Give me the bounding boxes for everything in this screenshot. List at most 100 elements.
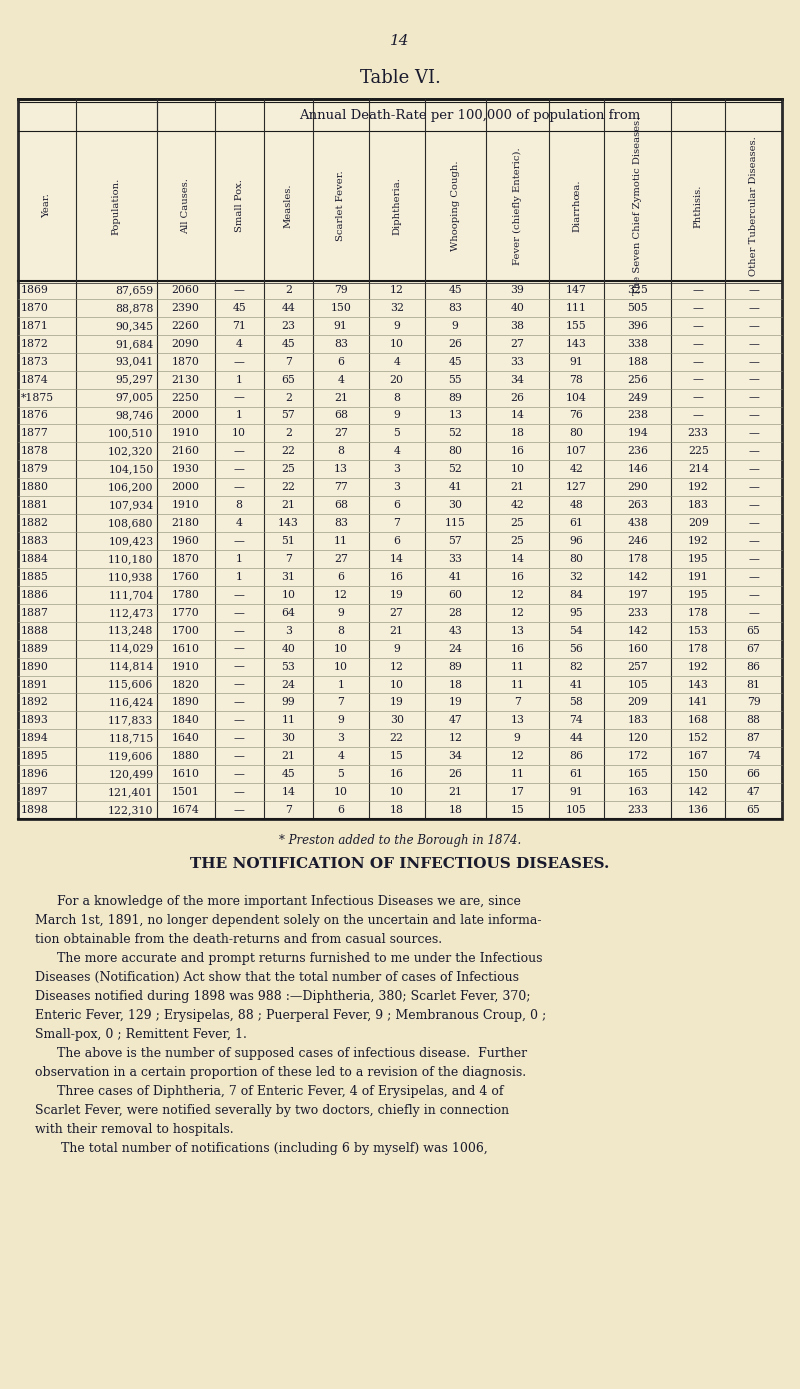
Bar [18, 765, 782, 783]
Text: 2390: 2390 [172, 303, 199, 313]
Text: 1870: 1870 [172, 554, 199, 564]
Text: 80: 80 [570, 428, 583, 439]
Text: 1878: 1878 [21, 446, 49, 457]
Text: 7: 7 [285, 554, 292, 564]
Text: 9: 9 [394, 643, 400, 654]
Text: —: — [234, 733, 245, 743]
Text: 7: 7 [338, 697, 344, 707]
Bar [18, 675, 782, 693]
Text: 150: 150 [688, 770, 709, 779]
Text: 4: 4 [338, 751, 344, 761]
Text: The Seven Chief Zymotic Diseases.: The Seven Chief Zymotic Diseases. [634, 117, 642, 294]
Bar [18, 443, 782, 460]
Text: 233: 233 [627, 806, 649, 815]
Text: 1882: 1882 [21, 518, 49, 528]
Text: 52: 52 [448, 464, 462, 474]
Text: 79: 79 [334, 285, 348, 294]
Text: 42: 42 [570, 464, 583, 474]
Text: —: — [748, 500, 759, 510]
Text: 10: 10 [390, 679, 404, 689]
Text: Enteric Fever, 129 ; Erysipelas, 88 ; Puerperal Fever, 9 ; Membranous Croup, 0 ;: Enteric Fever, 129 ; Erysipelas, 88 ; Pu… [35, 1008, 546, 1022]
Text: 142: 142 [627, 572, 648, 582]
Text: 142: 142 [627, 625, 648, 636]
Text: 10: 10 [334, 661, 348, 671]
Text: 122,310: 122,310 [108, 806, 154, 815]
Text: 65: 65 [746, 806, 761, 815]
Text: —: — [748, 357, 759, 367]
Text: 1876: 1876 [21, 411, 49, 421]
Text: Small Pox.: Small Pox. [234, 179, 244, 232]
Text: 91: 91 [570, 357, 583, 367]
Text: —: — [748, 303, 759, 313]
Text: 233: 233 [627, 608, 649, 618]
Text: 58: 58 [570, 697, 583, 707]
Bar [18, 657, 782, 675]
Text: —: — [234, 464, 245, 474]
Text: 87,659: 87,659 [115, 285, 154, 294]
Text: 168: 168 [688, 715, 709, 725]
Text: For a knowledge of the more important Infectious Diseases we are, since: For a knowledge of the more important In… [57, 895, 521, 908]
Text: 1897: 1897 [21, 788, 49, 797]
Text: Fever (chiefly Enteric).: Fever (chiefly Enteric). [513, 147, 522, 265]
Text: 24: 24 [448, 643, 462, 654]
Text: Table VI.: Table VI. [359, 69, 441, 88]
Text: 41: 41 [448, 482, 462, 492]
Text: 19: 19 [390, 697, 403, 707]
Text: 165: 165 [627, 770, 648, 779]
Text: 3: 3 [393, 464, 400, 474]
Text: 68: 68 [334, 500, 348, 510]
Bar [18, 604, 782, 622]
Text: —: — [748, 339, 759, 349]
Text: —: — [748, 464, 759, 474]
Text: 1: 1 [236, 572, 242, 582]
Text: 1: 1 [236, 375, 242, 385]
Text: 83: 83 [334, 339, 348, 349]
Bar [18, 711, 782, 729]
Text: 27: 27 [334, 428, 348, 439]
Text: —: — [748, 285, 759, 294]
Text: 1879: 1879 [21, 464, 49, 474]
Text: 1883: 1883 [21, 536, 49, 546]
Text: 1893: 1893 [21, 715, 49, 725]
Text: 178: 178 [688, 608, 709, 618]
Text: —: — [748, 375, 759, 385]
Bar [18, 460, 782, 478]
Bar [18, 532, 782, 550]
Text: 71: 71 [232, 321, 246, 331]
Text: Diseases (Notification) Act show that the total number of cases of Infectious: Diseases (Notification) Act show that th… [35, 971, 519, 983]
Text: 10: 10 [510, 464, 524, 474]
Text: 1890: 1890 [21, 661, 49, 671]
Text: 16: 16 [390, 770, 404, 779]
Text: 105: 105 [627, 679, 648, 689]
Text: —: — [748, 411, 759, 421]
Text: 26: 26 [510, 393, 524, 403]
Text: 1610: 1610 [171, 643, 199, 654]
Text: —: — [234, 679, 245, 689]
Text: 76: 76 [570, 411, 583, 421]
Text: 1890: 1890 [172, 697, 199, 707]
Text: 68: 68 [334, 411, 348, 421]
Text: 91,684: 91,684 [115, 339, 154, 349]
Text: 42: 42 [510, 500, 524, 510]
Text: 32: 32 [570, 572, 583, 582]
Text: 147: 147 [566, 285, 587, 294]
Text: 79: 79 [746, 697, 760, 707]
Text: 505: 505 [627, 303, 648, 313]
Text: 11: 11 [510, 770, 524, 779]
Text: 2000: 2000 [171, 411, 199, 421]
Text: Measles.: Measles. [284, 183, 293, 228]
Text: 91: 91 [334, 321, 348, 331]
Text: 1886: 1886 [21, 590, 49, 600]
Text: 107,934: 107,934 [108, 500, 154, 510]
Bar [18, 640, 782, 657]
Text: 1840: 1840 [172, 715, 199, 725]
Text: 105: 105 [566, 806, 587, 815]
Text: 13: 13 [334, 464, 348, 474]
Bar [18, 622, 782, 640]
Text: 11: 11 [334, 536, 348, 546]
Text: 1501: 1501 [172, 788, 199, 797]
Text: 13: 13 [448, 411, 462, 421]
Text: 12: 12 [510, 590, 524, 600]
Text: Other Tubercular Diseases.: Other Tubercular Diseases. [749, 136, 758, 276]
Text: 256: 256 [627, 375, 648, 385]
